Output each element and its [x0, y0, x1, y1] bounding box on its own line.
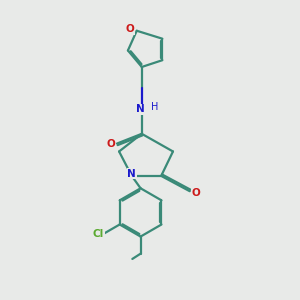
Text: N: N: [128, 169, 136, 178]
Text: N: N: [136, 104, 145, 114]
Text: Cl: Cl: [93, 229, 104, 239]
Text: H: H: [151, 102, 159, 112]
Text: O: O: [106, 139, 115, 149]
Text: O: O: [192, 188, 201, 198]
Text: O: O: [126, 24, 135, 34]
